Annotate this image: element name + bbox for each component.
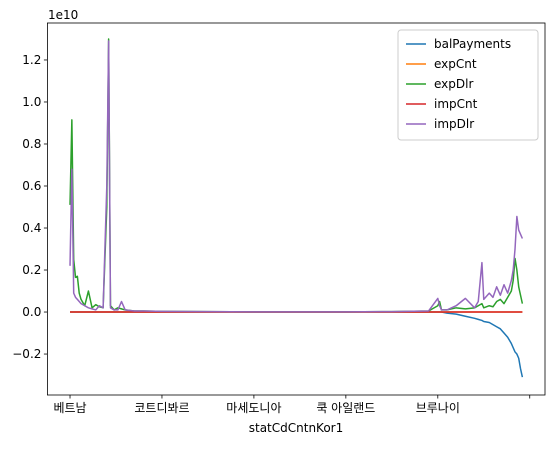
x-tick-label: 마세도니아 [226, 401, 281, 415]
legend-box [397, 29, 539, 141]
legend-label: impDlr [434, 117, 474, 131]
y-tick-label: 0.0 [22, 305, 41, 319]
series-line [69, 40, 524, 313]
x-tick-label: 브루나이 [416, 401, 460, 415]
y-tick-label: 1.0 [22, 95, 41, 109]
legend-label: expDlr [434, 77, 473, 91]
x-tick-label: 베트남 [53, 401, 86, 415]
y-tick-label: 1.2 [22, 53, 41, 67]
y-tick-label: 0.8 [22, 137, 41, 151]
y-tick-label: 0.6 [22, 179, 41, 193]
y-tick-label: 0.4 [22, 221, 41, 235]
legend-label: expCnt [434, 57, 477, 71]
y-tick-label: −0.2 [12, 347, 41, 361]
y-tick-label: 0.2 [22, 263, 41, 277]
x-tick-label: 쿡 아일랜드 [316, 401, 375, 415]
legend-label: balPayments [434, 37, 511, 51]
x-axis-label: statCdCntnKor1 [249, 421, 344, 435]
x-tick-label: 코트디봐르 [134, 401, 189, 415]
offset-text: 1e10 [48, 8, 78, 22]
series-line [70, 311, 524, 378]
legend-label: impCnt [434, 97, 478, 111]
axes-frame [47, 22, 546, 396]
